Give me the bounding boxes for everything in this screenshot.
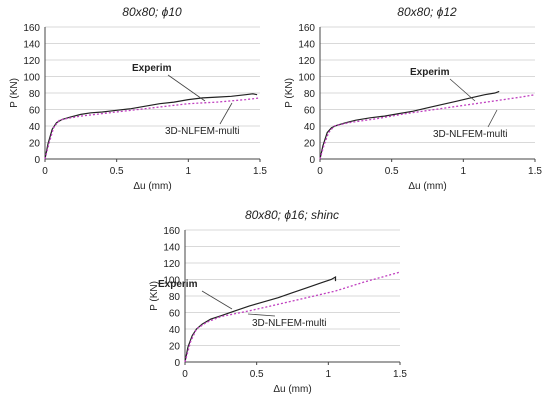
annotation-experim: Experim (132, 63, 172, 74)
chart-panel-phi10: 80x80; ϕ10 0 20 40 60 80 100 120 140 160 0 0.5 1 1.5… (0, 0, 275, 200)
y-tick-label: 140 (298, 40, 315, 51)
chart-svg: 80x80; ϕ10 0 20 40 60 80 100 120 140 160 0 0.5 1 1.5… (9, 5, 267, 192)
y-tick-label: 160 (23, 23, 40, 34)
y-axis-label: P (KN) (9, 78, 20, 108)
y-tick-label: 60 (304, 106, 316, 117)
annotation-experim: Experim (410, 67, 450, 78)
plot-area: 0 20 40 60 80 100 120 140 160 0 0.5 1 1.5 Δu (mm) P (K… (149, 226, 407, 395)
annotation-3d-nlfem-multi: 3D-NLFEM-multi (165, 126, 239, 137)
y-tick-label: 140 (23, 40, 40, 51)
annotation-3d-nlfem-multi: 3D-NLFEM-multi (433, 129, 507, 140)
y-tick-label: 0 (174, 358, 180, 369)
y-tick-label: 20 (304, 139, 316, 150)
annotation-leader (219, 102, 233, 125)
y-axis-label: P (KN) (284, 78, 295, 108)
chart-panel-phi16-shinc: 80x80; ϕ16; shinc 0 20 40 60 80 100 120 140 160 0… (140, 203, 415, 403)
chart-title: 80x80; ϕ10 (122, 5, 182, 19)
y-tick-label: 40 (304, 122, 316, 133)
y-tick-label: 60 (29, 106, 41, 117)
x-tick-label: 1 (186, 166, 192, 177)
x-tick-label: 0.5 (110, 166, 124, 177)
chart-svg: 80x80; ϕ12 0 20 40 60 80 100 120 140 160 0 0.5 1 1.5… (284, 5, 542, 192)
annotation-3d-nlfem-multi: 3D-NLFEM-multi (252, 318, 326, 329)
y-tick-label: 0 (34, 155, 40, 166)
x-tick-label: 1.5 (393, 369, 407, 380)
y-tick-label: 120 (163, 259, 180, 270)
chart-svg: 80x80; ϕ16; shinc 0204060801001201401600… (149, 208, 407, 395)
series-line-experim (319, 90, 500, 160)
annotation-experim: Experim (158, 279, 198, 290)
x-tick-label: 1.5 (528, 166, 542, 177)
annotation-leader (167, 74, 206, 102)
x-tick-label: 0.5 (250, 369, 264, 380)
annotation-leader (487, 109, 498, 128)
y-tick-label: 80 (29, 89, 41, 100)
x-axis-label: Δu (mm) (408, 181, 446, 192)
x-tick-label: 0.5 (385, 166, 399, 177)
y-tick-label: 100 (298, 73, 315, 84)
chart-panel-phi12: 80x80; ϕ12 0 20 40 60 80 100 120 140 160 0 0.5 1 1.5… (275, 0, 550, 200)
x-tick-label: 1 (326, 369, 332, 380)
series-line-3d-nlfem-multi (44, 97, 261, 160)
y-tick-label: 20 (29, 139, 41, 150)
chart-title: 80x80; ϕ16; shinc (245, 208, 339, 222)
y-tick-label: 20 (169, 342, 181, 353)
y-tick-label: 140 (163, 243, 180, 254)
annotation-leader (247, 313, 276, 317)
y-tick-label: 100 (23, 73, 40, 84)
series-line-3d-nlfem-multi (319, 94, 536, 160)
y-tick-label: 100 (163, 276, 180, 287)
annotation-leader (201, 290, 233, 310)
x-tick-label: 1.5 (253, 166, 267, 177)
y-axis-label: P (KN) (149, 281, 160, 311)
y-tick-label: 160 (298, 23, 315, 34)
plot-area: 0 20 40 60 80 100 120 140 160 0 0.5 1 1.5 Δu (mm) P (K… (284, 23, 542, 192)
y-tick-label: 80 (304, 89, 316, 100)
x-tick-label: 0 (42, 166, 48, 177)
y-tick-label: 160 (163, 226, 180, 237)
y-tick-label: 120 (23, 56, 40, 67)
y-tick-label: 40 (29, 122, 41, 133)
x-tick-label: 0 (182, 369, 188, 380)
x-axis-label: Δu (mm) (133, 181, 171, 192)
x-axis-label: Δu (mm) (273, 384, 311, 395)
annotation-leader (449, 78, 476, 102)
plot-area: 0 20 40 60 80 100 120 140 160 0 0.5 1 1.5 Δu (mm) P (K… (9, 23, 267, 192)
chart-title: 80x80; ϕ12 (397, 5, 457, 19)
y-tick-label: 60 (169, 309, 181, 320)
y-tick-label: 40 (169, 325, 181, 336)
y-tick-label: 80 (169, 292, 181, 303)
x-tick-label: 1 (461, 166, 467, 177)
x-tick-label: 0 (317, 166, 323, 177)
y-tick-label: 0 (309, 155, 315, 166)
y-tick-label: 120 (298, 56, 315, 67)
